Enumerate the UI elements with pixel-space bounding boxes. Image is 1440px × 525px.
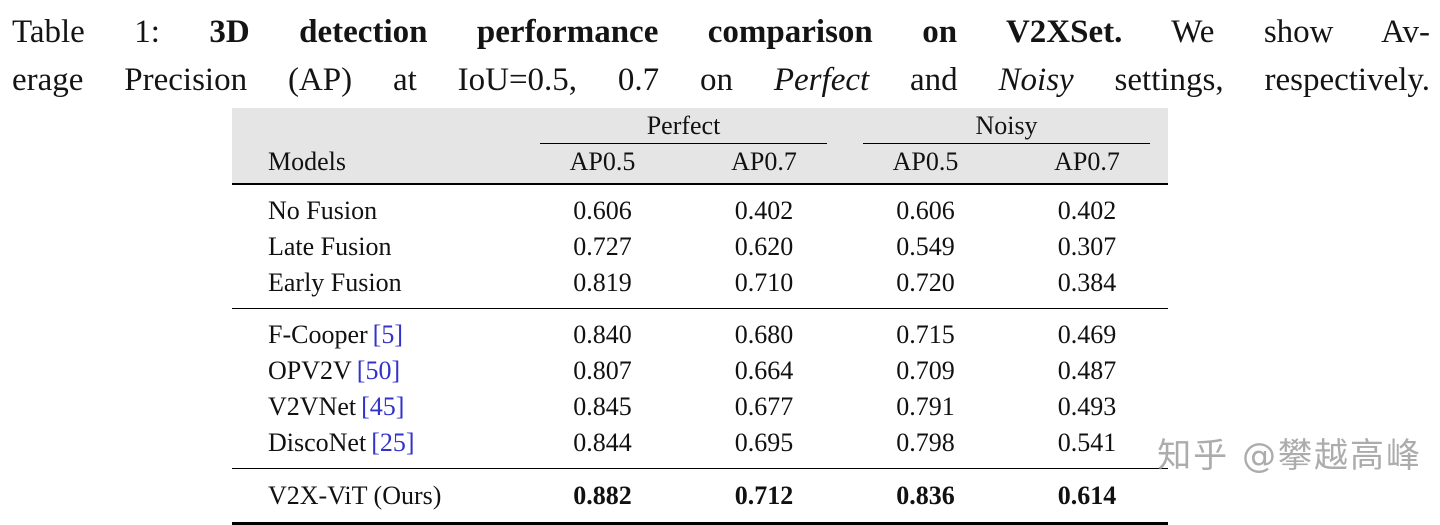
- group-label-perfect: Perfect: [646, 111, 721, 140]
- cell-value: 0.680: [683, 308, 845, 353]
- column-header-ap07-perfect: AP0.7: [683, 144, 845, 185]
- cell-value: 0.710: [734, 268, 794, 297]
- cell-model: V2VNet [45]: [232, 389, 522, 425]
- model-name: OPV2V: [268, 356, 352, 385]
- cell-model: No Fusion: [232, 184, 522, 229]
- cell-value: 0.307: [1057, 232, 1117, 261]
- cell-value: 0.402: [1057, 196, 1117, 225]
- empty-header-cell: [232, 108, 522, 144]
- table-row: DiscoNet [25] 0.844 0.695 0.798 0.541: [232, 425, 1168, 469]
- caption-text: erage Precision (AP) at IoU=0.5, 0.7 on: [12, 62, 774, 98]
- caption-italic-noisy: Noisy: [998, 62, 1074, 98]
- cell-value: 0.715: [845, 308, 1006, 353]
- results-table: Perfect Noisy Models AP0.5 AP0.7 AP0.5 A…: [232, 108, 1168, 525]
- citation-link[interactable]: [45]: [361, 392, 405, 421]
- cell-model: Late Fusion: [232, 229, 522, 265]
- model-name: Early Fusion: [268, 268, 402, 297]
- cell-model: V2X-ViT (Ours): [232, 468, 522, 524]
- group-header-row: Perfect Noisy: [232, 108, 1168, 144]
- cell-model: DiscoNet [25]: [232, 425, 522, 469]
- cell-value: 0.882: [522, 468, 683, 524]
- caption-italic-perfect: Perfect: [773, 62, 870, 98]
- caption-text: We show Av-: [1122, 14, 1430, 50]
- cell-value: 0.727: [573, 232, 632, 261]
- cell-value: 0.709: [896, 356, 955, 385]
- cell-value: 0.695: [734, 428, 794, 457]
- table-body: No Fusion 0.606 0.402 0.606 0.402 Late F…: [232, 184, 1168, 524]
- cell-value: 0.840: [522, 308, 683, 353]
- cell-value: 0.807: [573, 356, 632, 385]
- column-header-ap05-perfect: AP0.5: [522, 144, 683, 185]
- model-name: F-Cooper: [268, 320, 368, 349]
- caption-text: and: [869, 62, 999, 98]
- cell-value: 0.606: [896, 196, 955, 225]
- cell-value: 0.798: [896, 428, 955, 457]
- cell-value: 0.469: [1006, 308, 1168, 353]
- cell-value: 0.720: [896, 268, 955, 297]
- table-row: V2VNet [45] 0.845 0.677 0.791 0.493: [232, 389, 1168, 425]
- cell-value: 0.664: [734, 356, 794, 385]
- cell-model: OPV2V [50]: [232, 353, 522, 389]
- cell-value: 0.614: [1006, 468, 1168, 524]
- cell-value: 0.819: [573, 268, 632, 297]
- model-name: V2VNet: [268, 392, 357, 421]
- caption-line-1: Table 1: 3D detection performance compar…: [12, 8, 1430, 56]
- column-header-row: Models AP0.5 AP0.7 AP0.5 AP0.7: [232, 144, 1168, 185]
- watermark-zhihu: 知乎 @攀越高峰: [1157, 436, 1422, 476]
- model-name: Late Fusion: [268, 232, 392, 261]
- cell-value: 0.487: [1057, 356, 1117, 385]
- table-header: Perfect Noisy Models AP0.5 AP0.7 AP0.5 A…: [232, 108, 1168, 185]
- column-header-models: Models: [232, 144, 522, 185]
- table-row: Early Fusion 0.819 0.710 0.720 0.384: [232, 265, 1168, 309]
- cell-value: 0.402: [734, 196, 794, 225]
- cell-value: 0.384: [1057, 268, 1117, 297]
- table-row: No Fusion 0.606 0.402 0.606 0.402: [232, 184, 1168, 229]
- caption-text: settings, respectively.: [1073, 62, 1431, 98]
- cell-value: 0.836: [845, 468, 1006, 524]
- table-row: Late Fusion 0.727 0.620 0.549 0.307: [232, 229, 1168, 265]
- citation-link[interactable]: [5]: [372, 320, 403, 349]
- noisy-group-header: Noisy: [845, 108, 1168, 144]
- model-name: V2X-ViT (Ours): [268, 481, 442, 510]
- column-header-ap07-noisy: AP0.7: [1006, 144, 1168, 185]
- perfect-group-header: Perfect: [522, 108, 845, 144]
- cell-value: 0.845: [573, 392, 632, 421]
- cell-model: Early Fusion: [232, 265, 522, 309]
- table-row: OPV2V [50] 0.807 0.664 0.709 0.487: [232, 353, 1168, 389]
- caption-bold-title: 3D detection performance comparison on V…: [209, 14, 1123, 50]
- cell-model: F-Cooper [5]: [232, 308, 522, 353]
- cell-value: 0.541: [1057, 428, 1117, 457]
- table-row-ours: V2X-ViT (Ours) 0.882 0.712 0.836 0.614: [232, 468, 1168, 524]
- cell-value: 0.549: [896, 232, 955, 261]
- citation-link[interactable]: [50]: [356, 356, 401, 385]
- cell-value: 0.791: [896, 392, 955, 421]
- column-header-ap05-noisy: AP0.5: [845, 144, 1006, 185]
- caption-text: Table 1:: [12, 14, 210, 50]
- caption-line-2: erage Precision (AP) at IoU=0.5, 0.7 on …: [12, 56, 1430, 104]
- group-label-noisy: Noisy: [975, 111, 1038, 140]
- cell-value: 0.606: [573, 196, 632, 225]
- model-name: No Fusion: [268, 196, 378, 225]
- cell-value: 0.677: [734, 392, 794, 421]
- cell-value: 0.844: [573, 428, 632, 457]
- citation-link[interactable]: [25]: [371, 428, 415, 457]
- cell-value: 0.493: [1057, 392, 1117, 421]
- table-row: F-Cooper [5] 0.840 0.680 0.715 0.469: [232, 308, 1168, 353]
- cell-value: 0.620: [734, 232, 794, 261]
- table-caption: Table 1: 3D detection performance compar…: [12, 8, 1430, 104]
- model-name: DiscoNet: [268, 428, 367, 457]
- cell-value: 0.712: [683, 468, 845, 524]
